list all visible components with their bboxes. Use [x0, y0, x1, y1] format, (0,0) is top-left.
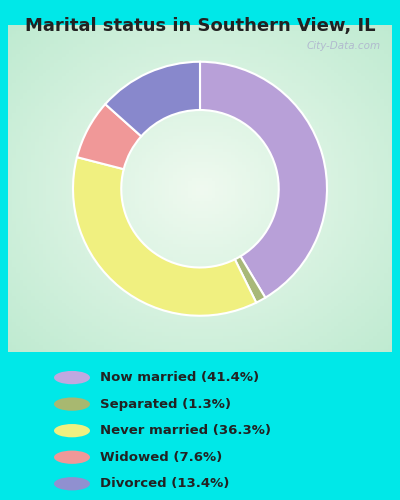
Circle shape [54, 424, 90, 438]
Wedge shape [235, 256, 265, 302]
Text: Now married (41.4%): Now married (41.4%) [100, 371, 259, 384]
Wedge shape [105, 62, 200, 136]
Circle shape [54, 371, 90, 384]
Text: City-Data.com: City-Data.com [306, 42, 380, 51]
Wedge shape [77, 104, 141, 169]
Text: Marital status in Southern View, IL: Marital status in Southern View, IL [25, 18, 375, 36]
Text: Separated (1.3%): Separated (1.3%) [100, 398, 231, 410]
Text: Divorced (13.4%): Divorced (13.4%) [100, 478, 229, 490]
Circle shape [54, 450, 90, 464]
Text: Never married (36.3%): Never married (36.3%) [100, 424, 271, 437]
Circle shape [54, 477, 90, 490]
Text: Widowed (7.6%): Widowed (7.6%) [100, 450, 222, 464]
Circle shape [54, 398, 90, 411]
Wedge shape [200, 62, 327, 298]
Wedge shape [73, 157, 256, 316]
